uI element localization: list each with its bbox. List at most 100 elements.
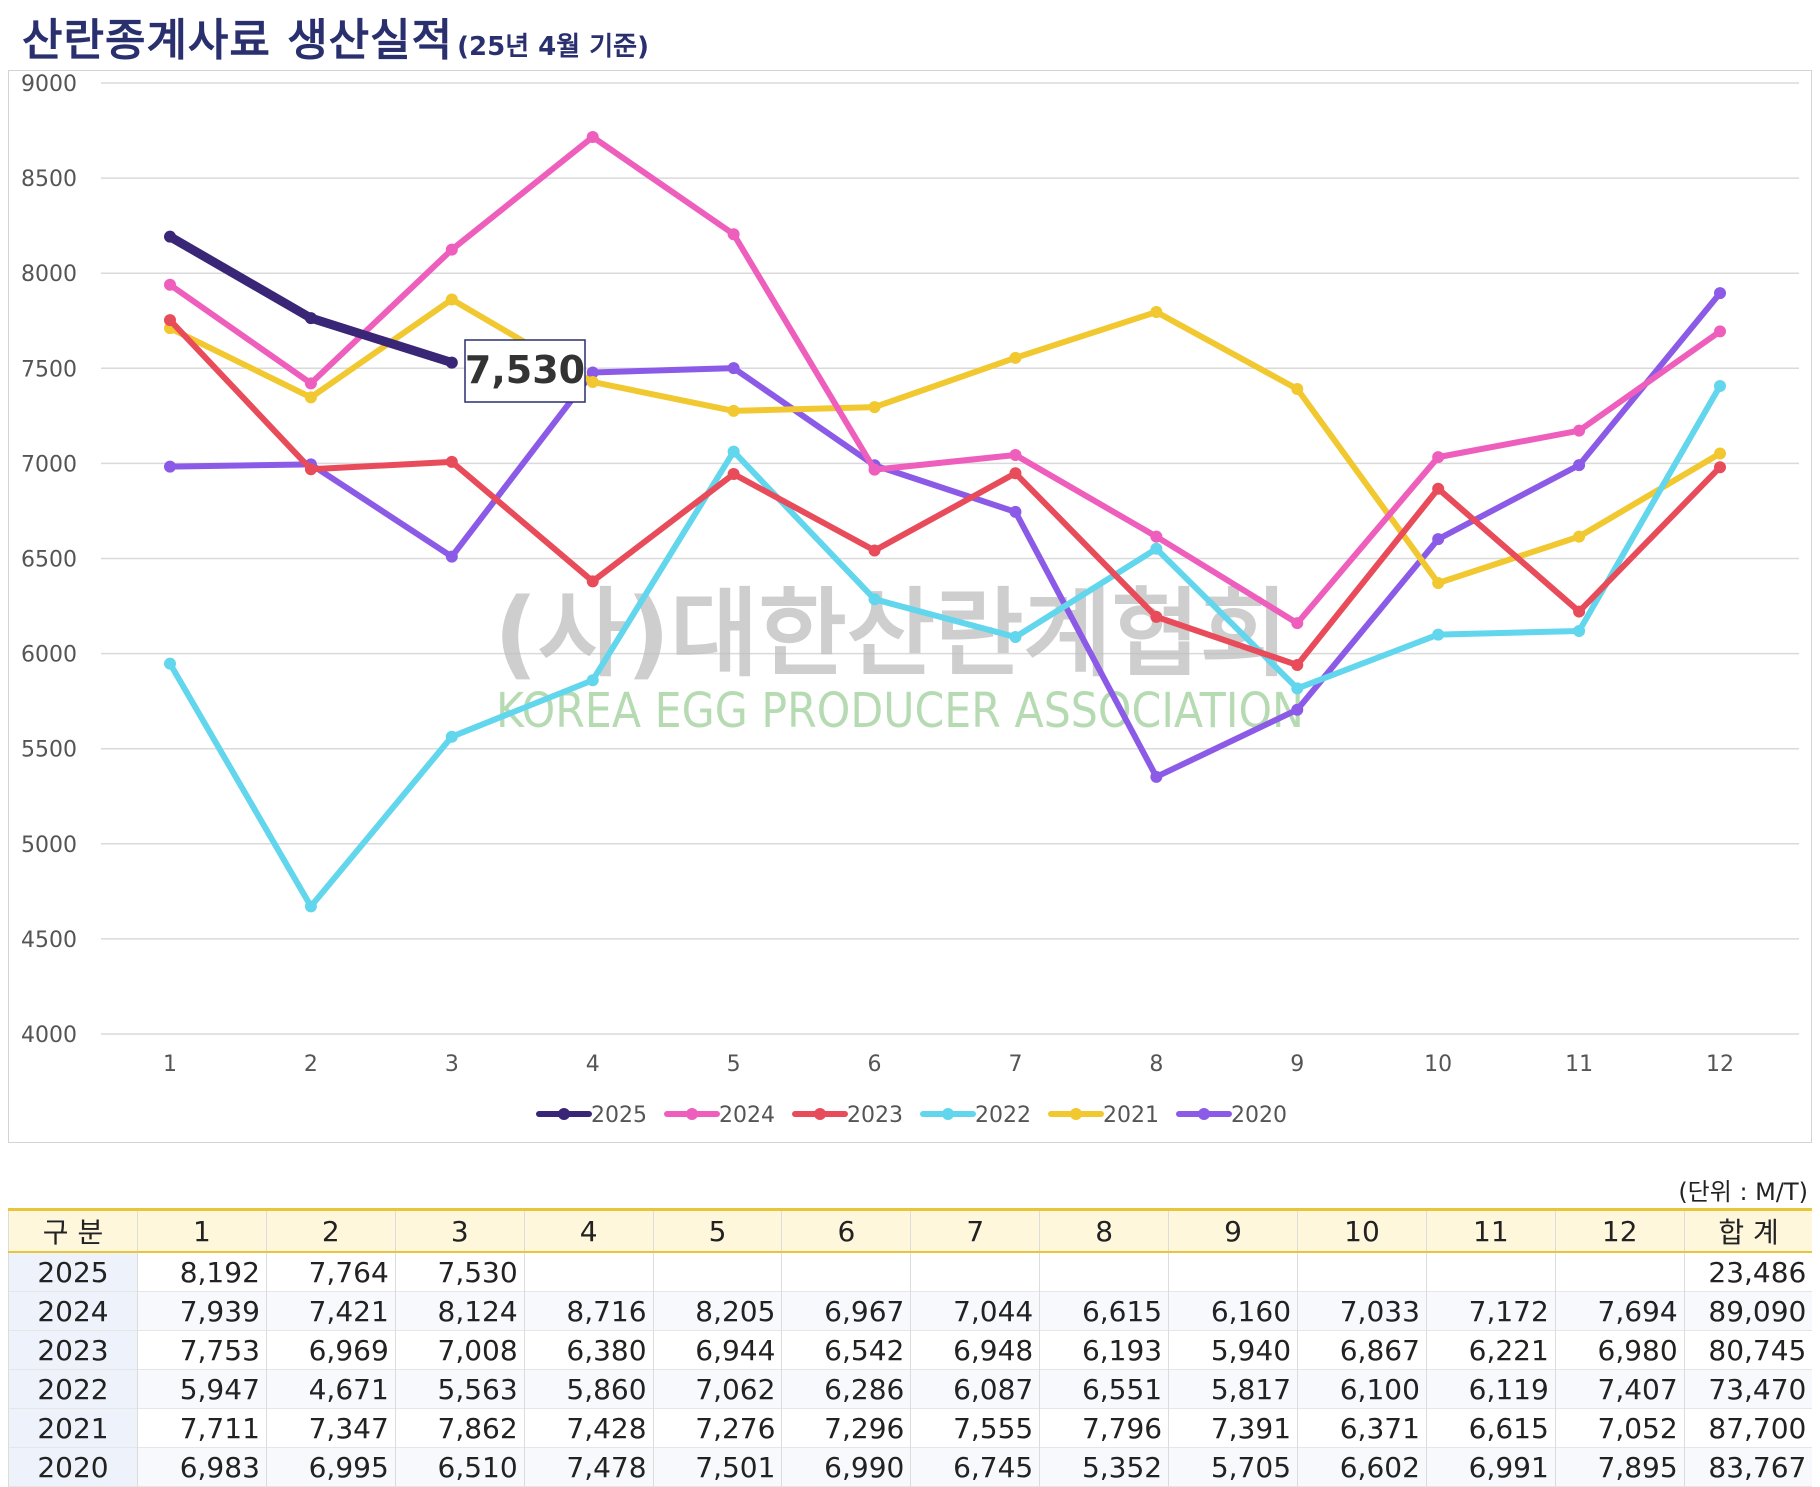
data-point bbox=[304, 391, 317, 404]
data-point bbox=[1291, 703, 1304, 716]
x-tick-label: 2 bbox=[304, 1052, 318, 1077]
table-cell: 6,193 bbox=[1039, 1330, 1169, 1370]
table-cell: 6,867 bbox=[1297, 1330, 1427, 1370]
y-tick-label: 6000 bbox=[21, 643, 77, 668]
legend-label: 2021 bbox=[1103, 1103, 1159, 1128]
row-total-cell: 87,700 bbox=[1683, 1408, 1813, 1448]
data-point bbox=[1714, 379, 1726, 392]
data-point bbox=[1150, 542, 1163, 555]
legend: 2025 2024 2023 2022 2021 2020 bbox=[536, 1103, 1287, 1128]
x-tick-label: 1 bbox=[163, 1052, 177, 1077]
header-total: 합 계 bbox=[1683, 1209, 1813, 1252]
table-cell: 7,172 bbox=[1425, 1291, 1556, 1331]
data-point bbox=[1009, 505, 1022, 518]
legend-marker bbox=[814, 1108, 826, 1120]
series bbox=[164, 131, 1726, 913]
header-month-8: 8 bbox=[1039, 1209, 1169, 1252]
data-point bbox=[1150, 530, 1163, 543]
legend-marker bbox=[686, 1108, 698, 1120]
table-cell: 7,296 bbox=[781, 1408, 911, 1448]
row-total-cell: 89,090 bbox=[1683, 1291, 1813, 1331]
header-month-5: 5 bbox=[652, 1209, 782, 1252]
x-tick-label: 11 bbox=[1565, 1052, 1593, 1077]
data-point bbox=[1150, 306, 1163, 319]
legend-marker bbox=[942, 1108, 954, 1120]
data-point bbox=[586, 674, 599, 687]
row-total-cell: 23,486 bbox=[1683, 1252, 1813, 1292]
table-cell: 5,705 bbox=[1168, 1447, 1298, 1487]
legend-label: 2022 bbox=[975, 1103, 1031, 1128]
legend-marker bbox=[1070, 1108, 1082, 1120]
data-point bbox=[1291, 682, 1304, 695]
table-cell: 5,860 bbox=[523, 1369, 654, 1409]
series-line-2022 bbox=[167, 382, 1723, 910]
table-cell: 7,478 bbox=[523, 1447, 654, 1487]
data-point bbox=[164, 230, 176, 243]
data-point bbox=[727, 404, 740, 417]
data-point bbox=[1009, 631, 1022, 644]
data-point bbox=[1714, 461, 1726, 474]
table-cell: 7,391 bbox=[1168, 1408, 1298, 1448]
legend-item-2023: 2023 bbox=[792, 1103, 903, 1128]
data-point bbox=[164, 278, 176, 291]
row-year-cell: 2022 bbox=[8, 1369, 138, 1409]
grid bbox=[101, 82, 1799, 1035]
title-subtitle: (25년 4월 기준) bbox=[457, 32, 649, 62]
legend-item-2021: 2021 bbox=[1048, 1103, 1159, 1128]
table-cell bbox=[523, 1252, 654, 1292]
table-cell: 6,983 bbox=[137, 1447, 267, 1487]
series-line-2021 bbox=[167, 296, 1723, 587]
y-tick-label: 9000 bbox=[21, 72, 77, 97]
series-line-2025 bbox=[165, 232, 457, 368]
header-month-2: 2 bbox=[265, 1209, 396, 1252]
data-point bbox=[304, 312, 317, 325]
table-cell bbox=[910, 1252, 1040, 1292]
row-year-cell: 2024 bbox=[8, 1291, 138, 1331]
data-point bbox=[1573, 459, 1586, 472]
table-cell: 5,563 bbox=[394, 1369, 525, 1409]
table-cell: 7,407 bbox=[1554, 1369, 1685, 1409]
table-cell: 6,948 bbox=[910, 1330, 1040, 1370]
row-year-cell: 2025 bbox=[8, 1252, 138, 1292]
watermark: (사)대한산란계협회 KOREA EGG PRODUCER ASSOCIATIO… bbox=[494, 578, 1304, 739]
y-tick-label: 8000 bbox=[21, 262, 77, 287]
table-cell: 6,615 bbox=[1425, 1408, 1556, 1448]
data-point bbox=[586, 375, 599, 388]
table-cell: 7,694 bbox=[1554, 1291, 1685, 1331]
y-tick-label: 5000 bbox=[21, 833, 77, 858]
table-cell: 4,671 bbox=[265, 1369, 396, 1409]
x-tick-label: 5 bbox=[727, 1052, 741, 1077]
x-tick-label: 9 bbox=[1290, 1052, 1304, 1077]
table-row: 2022 5,947 4,671 5,563 5,860 7,062 6,286 6,087 6… bbox=[8, 1369, 1813, 1409]
data-point bbox=[1573, 605, 1586, 618]
data-point bbox=[304, 900, 317, 913]
table-cell: 7,555 bbox=[910, 1408, 1040, 1448]
data-point bbox=[1291, 383, 1304, 396]
table-cell bbox=[1039, 1252, 1169, 1292]
data-point bbox=[1432, 451, 1445, 464]
header-month-12: 12 bbox=[1554, 1209, 1685, 1252]
legend-label: 2023 bbox=[847, 1103, 903, 1128]
series-2024 bbox=[164, 131, 1726, 630]
data-point bbox=[1714, 447, 1726, 460]
legend-label: 2025 bbox=[591, 1103, 647, 1128]
table-cell: 7,428 bbox=[523, 1408, 654, 1448]
table-row: 2021 7,711 7,347 7,862 7,428 7,276 7,296 7,555 7… bbox=[8, 1408, 1813, 1448]
data-point bbox=[1573, 530, 1586, 543]
header-month-10: 10 bbox=[1297, 1209, 1427, 1252]
data-point bbox=[1714, 287, 1726, 300]
table-cell: 7,711 bbox=[137, 1408, 267, 1448]
table-cell: 6,087 bbox=[910, 1369, 1040, 1409]
series-line-2024 bbox=[167, 134, 1723, 627]
row-total-cell: 73,470 bbox=[1683, 1369, 1813, 1409]
table-cell bbox=[1168, 1252, 1298, 1292]
table-cell: 6,991 bbox=[1425, 1447, 1556, 1487]
data-point bbox=[1432, 577, 1445, 590]
table-cell: 7,276 bbox=[652, 1408, 782, 1448]
data-point bbox=[727, 228, 740, 241]
table-cell: 8,205 bbox=[652, 1291, 782, 1331]
x-tick-label: 4 bbox=[586, 1052, 600, 1077]
series-2025 bbox=[164, 230, 458, 369]
data-point bbox=[164, 657, 176, 670]
data-point bbox=[586, 131, 599, 144]
